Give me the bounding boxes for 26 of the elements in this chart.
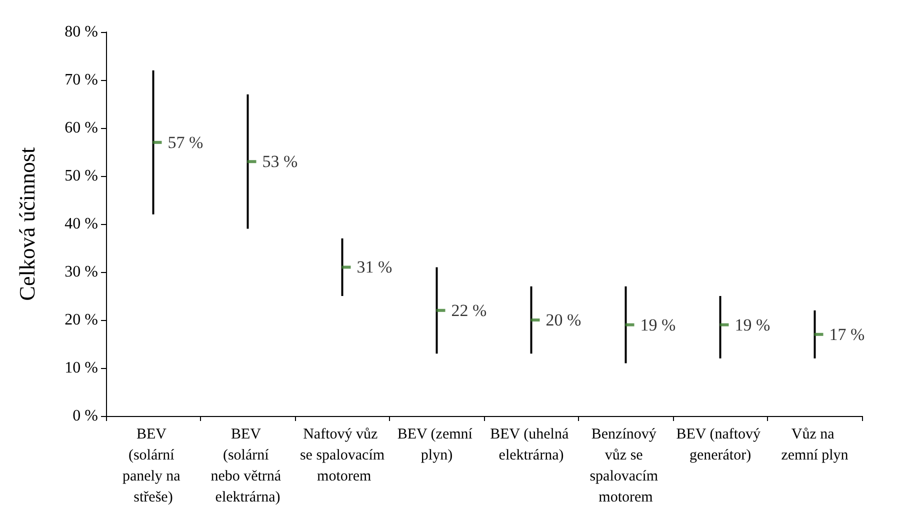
x-tick-label: BEV (uhelná elektrárna) bbox=[490, 426, 572, 464]
x-tick-label: Naftový vůz se spalovacím motorem bbox=[300, 426, 385, 484]
y-tick-label: 60 % bbox=[64, 120, 98, 136]
y-tick-label: 50 % bbox=[64, 168, 98, 184]
data-label: 19 % bbox=[734, 315, 770, 334]
x-tick-label: BEV (naftový generátor) bbox=[676, 426, 764, 464]
data-label: 22 % bbox=[451, 300, 487, 320]
x-tick-label: BEV (zemní plyn) bbox=[397, 426, 476, 464]
x-tick-label: Benzínový vůz se spalovacím motorem bbox=[590, 426, 662, 506]
y-tick-label: 10 % bbox=[64, 360, 98, 376]
data-label: 57 % bbox=[168, 132, 204, 152]
data-label: 31 % bbox=[356, 258, 392, 277]
y-axis-title: Celková účinnost bbox=[14, 147, 40, 301]
y-tick-label: 80 % bbox=[64, 24, 98, 40]
y-tick-label: 20 % bbox=[64, 312, 98, 328]
data-label: 17 % bbox=[829, 324, 865, 344]
data-label: 19 % bbox=[640, 315, 676, 334]
y-tick-label: 0 % bbox=[72, 408, 98, 424]
y-tick-label: 30 % bbox=[64, 264, 98, 280]
x-tick-label: BEV (solární nebo větrná elektrárna) bbox=[210, 426, 285, 506]
data-label: 20 % bbox=[546, 310, 582, 330]
x-tick-label: BEV (solární panely na střeše) bbox=[122, 426, 184, 506]
data-label: 53 % bbox=[262, 152, 298, 172]
y-tick-label: 40 % bbox=[64, 216, 98, 232]
y-tick-label: 70 % bbox=[64, 72, 98, 88]
x-tick-label: Vůz na zemní plyn bbox=[781, 426, 849, 464]
